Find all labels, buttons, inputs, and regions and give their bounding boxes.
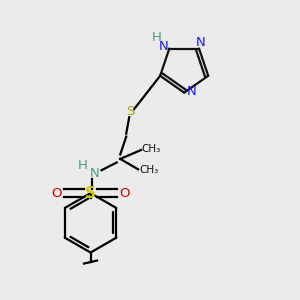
Text: CH₃: CH₃ bbox=[139, 165, 158, 175]
Text: N: N bbox=[187, 85, 197, 98]
Text: O: O bbox=[51, 187, 62, 200]
Text: H: H bbox=[78, 159, 88, 172]
Text: S: S bbox=[85, 186, 96, 201]
Text: N: N bbox=[90, 167, 100, 180]
Text: N: N bbox=[196, 35, 206, 49]
Text: N: N bbox=[159, 40, 169, 53]
Text: CH₃: CH₃ bbox=[142, 143, 161, 154]
Text: S: S bbox=[127, 106, 135, 118]
Text: O: O bbox=[119, 187, 130, 200]
Text: H: H bbox=[152, 31, 162, 44]
